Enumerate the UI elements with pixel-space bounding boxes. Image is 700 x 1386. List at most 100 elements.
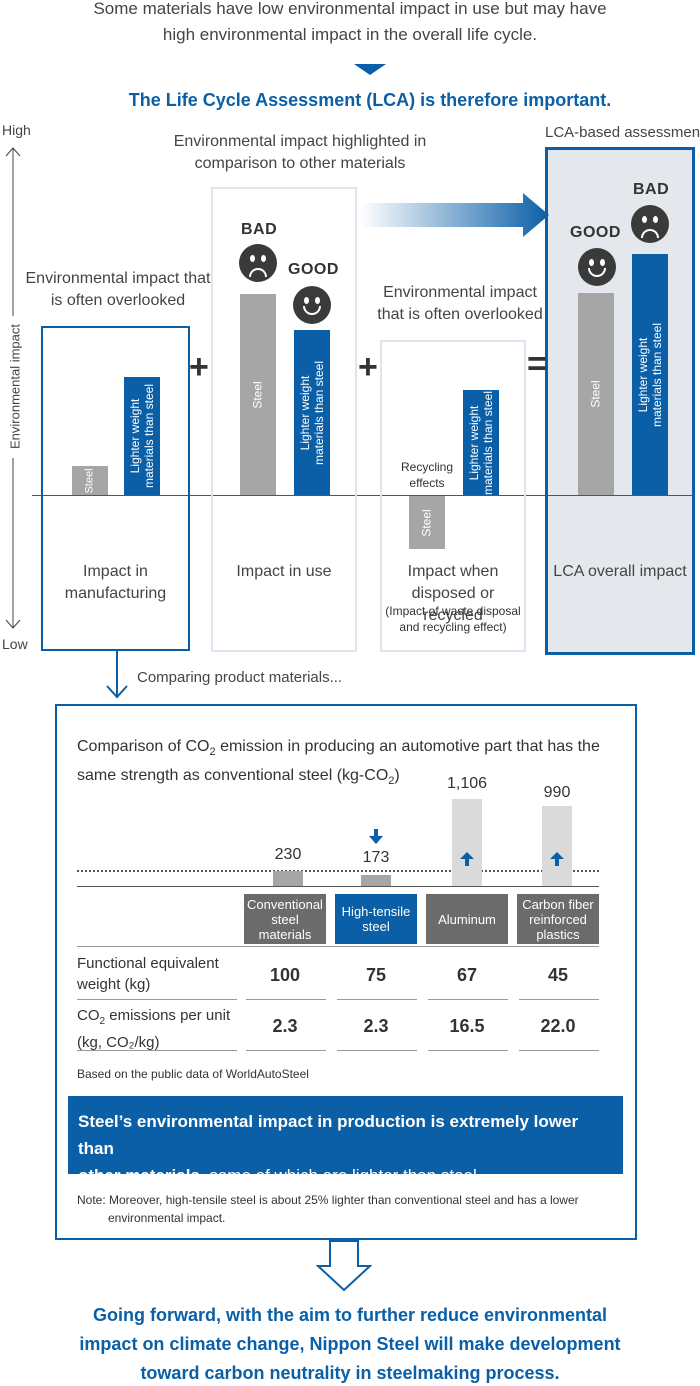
r2sub: 2 — [99, 1016, 106, 1027]
conclusion-line-1: Going forward, with the aim to further r… — [92, 1305, 608, 1325]
disposal-light-line-1: Lighter weight — [467, 405, 481, 480]
hdr2l1: Aluminum — [438, 911, 496, 927]
disposal-note-line-1: Environmental impact — [383, 284, 537, 301]
manufacturing-note-line-2: is often overlooked — [50, 292, 186, 309]
intro-line-1: Some materials have low environmental im… — [93, 0, 607, 18]
table-row-divider — [428, 1050, 508, 1051]
footnote: Note: Moreover, high-tensile steel is ab… — [77, 1191, 627, 1227]
axis-low-label: Low — [2, 636, 28, 652]
header-aluminum: Aluminum — [426, 894, 508, 944]
hdr0l2: steel materials — [258, 911, 312, 942]
disposal-subtitle: (Impact of waste disposal and recycling … — [370, 603, 536, 635]
comparing-text: Comparing product materials... — [137, 669, 343, 686]
manufacturing-steel-bar: Steel — [72, 466, 108, 495]
disposal-note-line-2: that is often overlooked — [377, 306, 543, 323]
weight-conventional: 100 — [269, 965, 301, 985]
t1b: emission in producing an automotive part… — [215, 738, 600, 755]
conclusion-line-2: impact on climate change, Nippon Steel w… — [79, 1334, 621, 1354]
row1l2: weight (kg) — [77, 976, 151, 993]
r2a: CO — [77, 1007, 100, 1024]
manufacturing-note: Environmental impact that is often overl… — [18, 268, 218, 312]
manufacturing-light-label: Lighter weight materials than steel — [128, 384, 156, 488]
high-tensile-emission-value: 173 — [362, 849, 390, 866]
disposal-title: Impact when disposed or recycled — [380, 561, 526, 627]
disposal-sub-line-1: (Impact of waste disposal — [385, 604, 521, 618]
manufacturing-title: Impact in manufacturing — [41, 561, 190, 605]
table-row-divider — [246, 1050, 326, 1051]
lca-good-label: GOOD — [570, 224, 621, 241]
high-tensile-emission-bar — [361, 875, 391, 886]
hdr1l1: High-tensile — [341, 904, 411, 919]
lca-important-heading: The Life Cycle Assessment (LCA) is there… — [128, 90, 612, 110]
equals-operator: = — [527, 345, 547, 383]
up-arrow-icon — [460, 852, 474, 866]
t2sub: 2 — [388, 775, 395, 788]
down-arrow-icon — [369, 829, 383, 844]
table-row-divider — [77, 999, 237, 1000]
manufacturing-light-line-2: materials than steel — [142, 383, 156, 489]
axis-label: Environmental impact — [7, 324, 23, 449]
row2l1: CO2 emissions per unit — [77, 1005, 230, 1032]
connector-arrow-icon — [106, 650, 128, 699]
use-light-line-1: Lighter weight — [298, 375, 312, 450]
row-per-unit-label: CO2 emissions per unit (kg, CO₂/kg) — [77, 1005, 230, 1053]
intro-line-2: high environmental impact in the overall… — [162, 25, 538, 44]
table-row-divider — [246, 999, 326, 1000]
conclusion-line-3: toward carbon neutrality in steelmaking … — [140, 1363, 560, 1383]
lca-light-label: Lighter weight materials than steel — [636, 322, 664, 426]
carbon-fiber-emission-bar — [542, 806, 572, 886]
table-row-divider — [337, 999, 417, 1000]
t2b: ) — [394, 767, 400, 785]
weight-high-tensile: 75 — [365, 965, 387, 985]
per-unit-high-tensile: 2.3 — [363, 1016, 389, 1036]
zero-baseline — [32, 495, 545, 496]
hdr0l1: Conventional — [247, 896, 323, 912]
disposal-sub-line-2: and recycling effect) — [399, 620, 507, 634]
conventional-emission-bar — [273, 871, 303, 886]
big-down-arrow-icon — [316, 1240, 372, 1292]
table-row-divider — [77, 946, 599, 947]
down-triangle-icon — [354, 64, 386, 75]
lca-light-bar: Lighter weight materials than steel — [632, 254, 668, 495]
disposal-light-bar: Lighter weight materials than steel — [463, 390, 499, 495]
conventional-emission-value: 230 — [274, 846, 302, 863]
callout-box: Steel’s environmental impact in producti… — [68, 1096, 623, 1185]
use-note-line-2: comparison to other materials — [194, 155, 406, 172]
use-light-label: Lighter weight materials than steel — [298, 360, 326, 464]
per-unit-carbon-fiber: 22.0 — [540, 1016, 576, 1036]
sad-face-icon — [631, 205, 669, 243]
t1a: Comparison of CO — [77, 738, 210, 755]
table-row-divider — [77, 1050, 237, 1051]
footnote-line-2: environmental impact. — [108, 1211, 226, 1225]
recycling-line-1: Recycling — [400, 460, 454, 474]
header-carbon-fiber: Carbon fiber reinforced plastics — [517, 894, 599, 944]
use-title: Impact in use — [236, 563, 332, 580]
t2a: same strength as conventional steel (kg-… — [77, 767, 389, 785]
lca-header: LCA-based assessment — [545, 124, 700, 141]
weight-carbon-fiber: 45 — [547, 965, 569, 985]
manufacturing-note-line-1: Environmental impact that — [25, 270, 211, 287]
happy-face-icon — [293, 286, 331, 324]
callout-line-2: other materials, some of which are light… — [78, 1162, 613, 1189]
t1sub: 2 — [209, 746, 216, 759]
emission-baseline — [77, 886, 599, 887]
source-note: Based on the public data of WorldAutoSte… — [77, 1067, 309, 1081]
row1l1: Functional equivalent — [77, 955, 219, 972]
use-bad-label: BAD — [241, 221, 278, 238]
hdr3l1: Carbon fiber — [522, 896, 594, 912]
manufacturing-panel — [41, 326, 190, 651]
row2l2: (kg, CO₂/kg) — [77, 1034, 160, 1051]
sad-face-icon — [239, 244, 277, 282]
zero-baseline-lca — [548, 495, 692, 496]
callout-bold-2: other materials — [78, 1166, 200, 1185]
use-light-line-2: materials than steel — [312, 360, 326, 465]
use-steel-label: Steel — [250, 380, 265, 409]
aluminum-emission-bar — [452, 799, 482, 886]
gradient-right-arrow-icon — [361, 193, 549, 237]
use-note: Environmental impact highlighted in comp… — [150, 131, 450, 175]
header-conventional: Conventional steel materials — [244, 894, 326, 944]
disposal-steel-bar: Steel — [409, 496, 445, 549]
lca-steel-label: Steel — [588, 380, 603, 408]
r2b: emissions per unit — [105, 1007, 231, 1024]
comparison-title-line-2: same strength as conventional steel (kg-… — [77, 764, 627, 793]
